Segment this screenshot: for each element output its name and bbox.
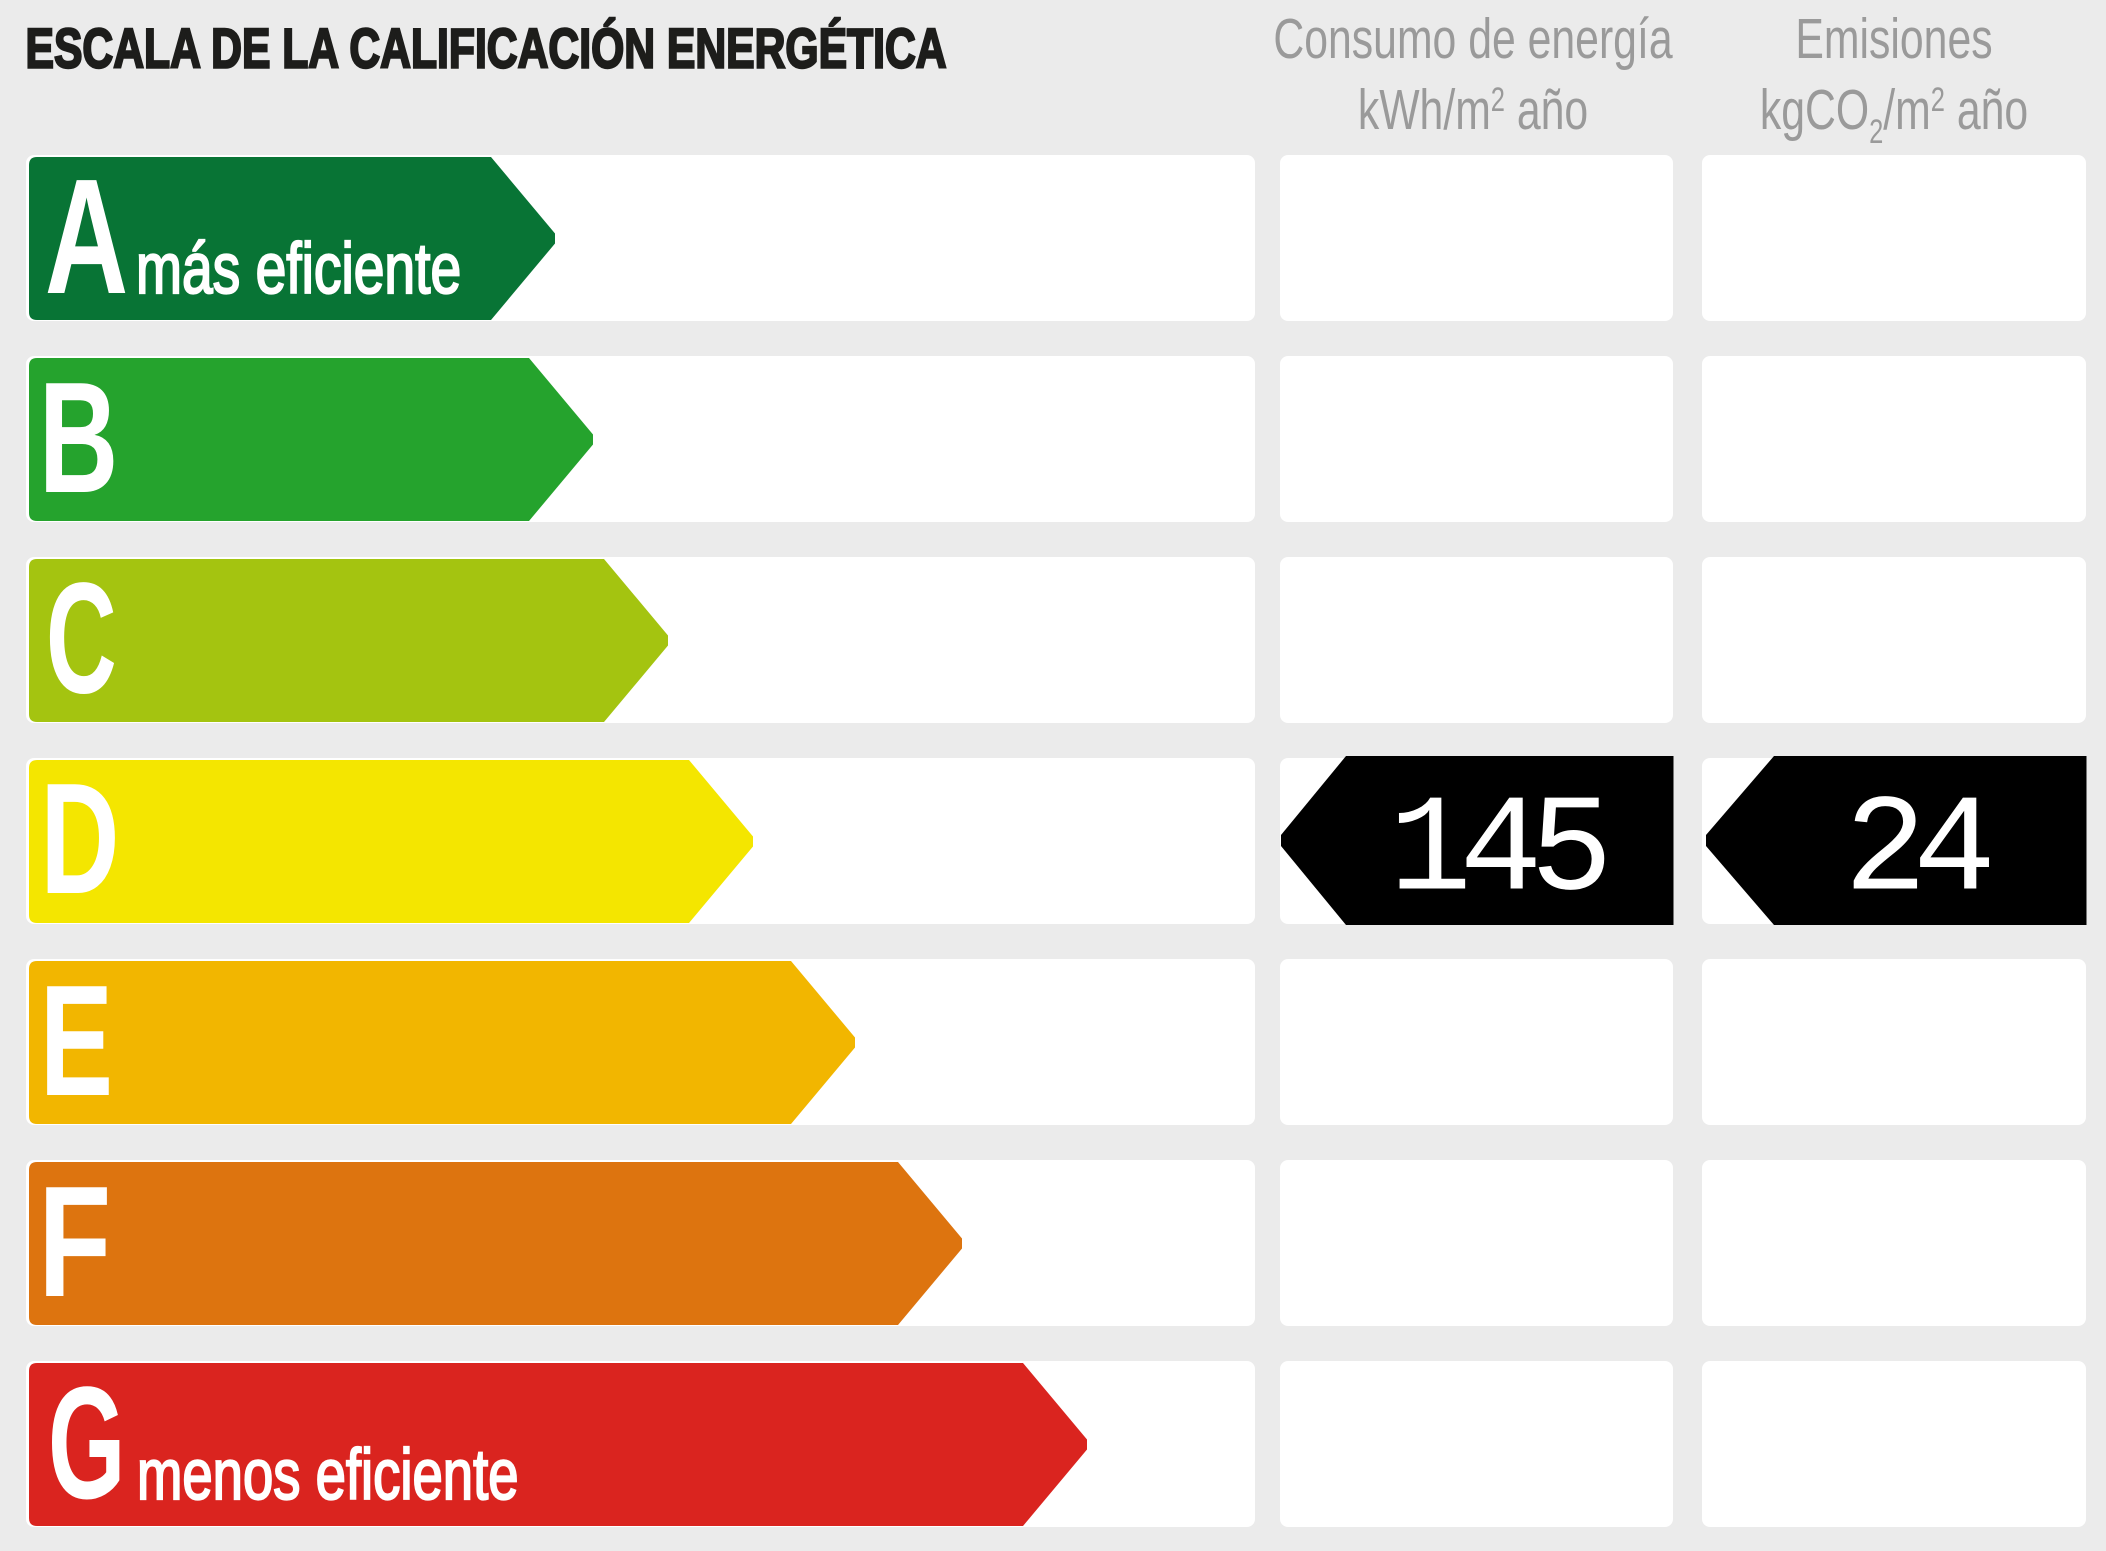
svg-text:E: E <box>40 952 113 1129</box>
svg-text:Emisiones: Emisiones <box>1795 6 1992 70</box>
svg-text:D: D <box>40 750 119 927</box>
svg-text:C: C <box>46 550 117 727</box>
svg-text:kWh/m2 año: kWh/m2 año <box>1358 77 1588 141</box>
svg-text:ESCALA DE LA CALIFICACIÓN ENER: ESCALA DE LA CALIFICACIÓN ENERGÉTICA <box>26 17 947 80</box>
svg-text:más eficiente: más eficiente <box>136 228 461 309</box>
svg-text:A: A <box>45 146 128 329</box>
svg-text:24: 24 <box>1844 775 1996 931</box>
svg-text:G: G <box>48 1354 126 1533</box>
svg-text:B: B <box>39 349 119 525</box>
svg-text:F: F <box>38 1153 111 1330</box>
svg-text:menos eficiente: menos eficiente <box>137 1435 518 1515</box>
svg-text:Consumo de energía: Consumo de energía <box>1273 6 1673 70</box>
svg-text:kgCO2/m2 año: kgCO2/m2 año <box>1760 77 2028 151</box>
svg-text:145: 145 <box>1389 775 1613 931</box>
